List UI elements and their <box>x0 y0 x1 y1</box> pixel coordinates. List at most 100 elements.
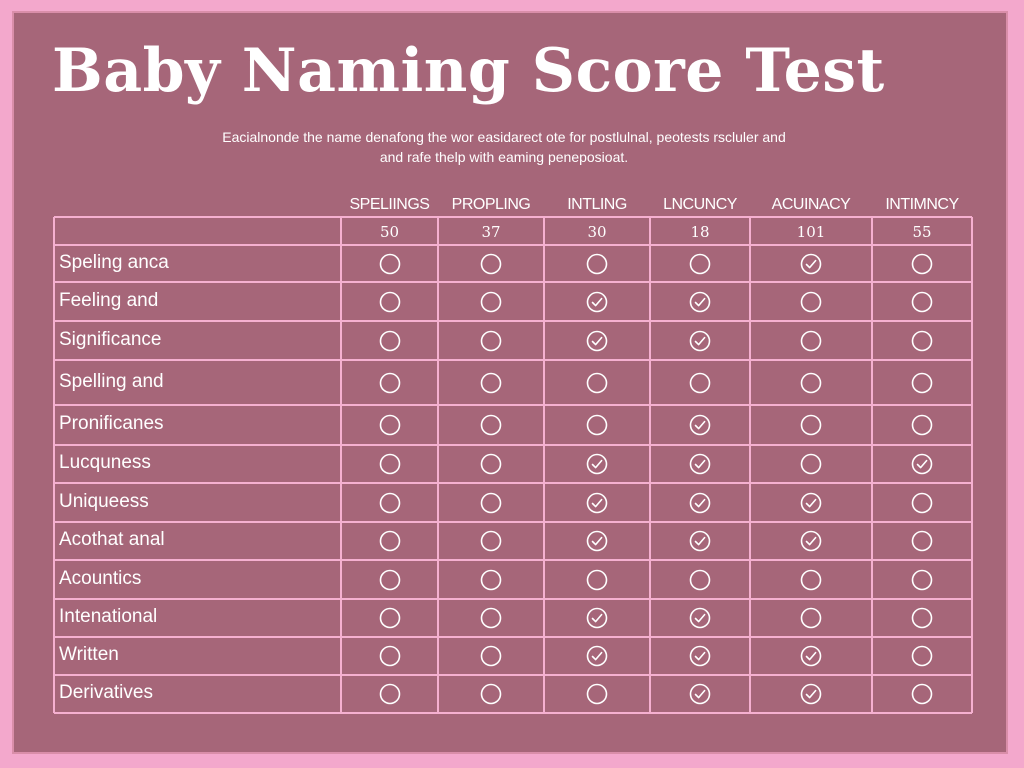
check-circle-icon[interactable] <box>689 414 711 436</box>
table-grid-line <box>54 320 972 322</box>
empty-circle-icon[interactable] <box>586 569 608 591</box>
row-label: Acothat anal <box>59 529 165 550</box>
column-header: SPELIINGS <box>349 196 430 213</box>
empty-circle-icon[interactable] <box>911 607 933 629</box>
empty-circle-icon[interactable] <box>689 372 711 394</box>
check-circle-icon[interactable] <box>689 291 711 313</box>
check-circle-icon[interactable] <box>689 530 711 552</box>
empty-circle-icon[interactable] <box>480 291 502 313</box>
check-circle-icon[interactable] <box>911 453 933 475</box>
check-circle-icon[interactable] <box>689 683 711 705</box>
table-grid-line <box>871 217 873 713</box>
table-grid-line <box>543 217 545 713</box>
empty-circle-icon[interactable] <box>911 330 933 352</box>
column-header: LNCUNCY <box>663 196 737 213</box>
empty-circle-icon[interactable] <box>379 607 401 629</box>
empty-circle-icon[interactable] <box>379 414 401 436</box>
empty-circle-icon[interactable] <box>689 253 711 275</box>
empty-circle-icon[interactable] <box>480 492 502 514</box>
column-header: INTIMNCY <box>885 196 959 213</box>
empty-circle-icon[interactable] <box>911 645 933 667</box>
empty-circle-icon[interactable] <box>911 492 933 514</box>
empty-circle-icon[interactable] <box>800 569 822 591</box>
empty-circle-icon[interactable] <box>379 453 401 475</box>
check-circle-icon[interactable] <box>586 607 608 629</box>
empty-circle-icon[interactable] <box>480 645 502 667</box>
table-grid-line <box>749 217 751 713</box>
check-circle-icon[interactable] <box>586 291 608 313</box>
check-circle-icon[interactable] <box>586 530 608 552</box>
row-label: Spelling and <box>59 370 164 392</box>
table-grid-line <box>54 598 972 600</box>
empty-circle-icon[interactable] <box>586 372 608 394</box>
empty-circle-icon[interactable] <box>379 253 401 275</box>
empty-circle-icon[interactable] <box>379 492 401 514</box>
score-panel: Baby Naming Score Test Eacialnonde the n… <box>12 11 1008 754</box>
empty-circle-icon[interactable] <box>480 453 502 475</box>
row-label: Significance <box>59 328 162 350</box>
empty-circle-icon[interactable] <box>800 453 822 475</box>
table-grid-line <box>340 217 342 713</box>
check-circle-icon[interactable] <box>800 645 822 667</box>
empty-circle-icon[interactable] <box>800 291 822 313</box>
empty-circle-icon[interactable] <box>800 414 822 436</box>
row-label: Lucquness <box>59 452 151 473</box>
empty-circle-icon[interactable] <box>586 253 608 275</box>
empty-circle-icon[interactable] <box>911 372 933 394</box>
row-label: Feeling and <box>59 289 159 311</box>
empty-circle-icon[interactable] <box>379 645 401 667</box>
empty-circle-icon[interactable] <box>911 530 933 552</box>
column-score: 101 <box>796 223 826 241</box>
empty-circle-icon[interactable] <box>689 569 711 591</box>
check-circle-icon[interactable] <box>586 645 608 667</box>
check-circle-icon[interactable] <box>689 330 711 352</box>
column-score: 18 <box>690 223 710 241</box>
check-circle-icon[interactable] <box>800 530 822 552</box>
empty-circle-icon[interactable] <box>800 372 822 394</box>
empty-circle-icon[interactable] <box>911 569 933 591</box>
empty-circle-icon[interactable] <box>911 291 933 313</box>
empty-circle-icon[interactable] <box>480 683 502 705</box>
check-circle-icon[interactable] <box>689 453 711 475</box>
empty-circle-icon[interactable] <box>379 683 401 705</box>
table-grid-line <box>54 636 972 638</box>
table-grid-line <box>54 482 972 484</box>
check-circle-icon[interactable] <box>586 453 608 475</box>
check-circle-icon[interactable] <box>689 607 711 629</box>
empty-circle-icon[interactable] <box>911 253 933 275</box>
empty-circle-icon[interactable] <box>480 253 502 275</box>
check-circle-icon[interactable] <box>689 645 711 667</box>
empty-circle-icon[interactable] <box>480 330 502 352</box>
empty-circle-icon[interactable] <box>379 372 401 394</box>
check-circle-icon[interactable] <box>689 492 711 514</box>
empty-circle-icon[interactable] <box>800 607 822 629</box>
row-label: Written <box>59 644 119 665</box>
check-circle-icon[interactable] <box>586 330 608 352</box>
empty-circle-icon[interactable] <box>379 330 401 352</box>
empty-circle-icon[interactable] <box>480 530 502 552</box>
empty-circle-icon[interactable] <box>480 569 502 591</box>
empty-circle-icon[interactable] <box>379 530 401 552</box>
empty-circle-icon[interactable] <box>480 372 502 394</box>
empty-circle-icon[interactable] <box>586 414 608 436</box>
empty-circle-icon[interactable] <box>911 414 933 436</box>
table-grid-line <box>54 521 972 523</box>
check-circle-icon[interactable] <box>800 492 822 514</box>
row-label: Acountics <box>59 567 142 589</box>
empty-circle-icon[interactable] <box>800 330 822 352</box>
table-grid-line <box>54 216 972 218</box>
check-circle-icon[interactable] <box>800 683 822 705</box>
table-grid-line <box>54 712 972 714</box>
empty-circle-icon[interactable] <box>379 569 401 591</box>
empty-circle-icon[interactable] <box>480 607 502 629</box>
check-circle-icon[interactable] <box>586 492 608 514</box>
check-circle-icon[interactable] <box>800 253 822 275</box>
empty-circle-icon[interactable] <box>480 414 502 436</box>
empty-circle-icon[interactable] <box>911 683 933 705</box>
empty-circle-icon[interactable] <box>379 291 401 313</box>
table-grid-line <box>53 217 55 713</box>
table-grid-line <box>54 404 972 406</box>
empty-circle-icon[interactable] <box>586 683 608 705</box>
table-grid-line <box>971 217 973 713</box>
table-grid-line <box>54 244 972 246</box>
